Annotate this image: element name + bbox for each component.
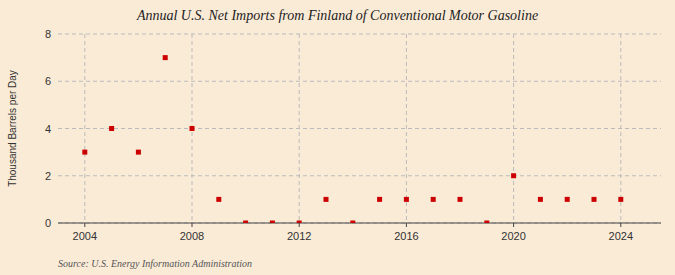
point [109, 126, 114, 131]
y-tick-label: 8 [45, 28, 51, 40]
point [82, 150, 87, 155]
x-tick [620, 223, 621, 227]
x-grid-line [513, 34, 514, 223]
background [0, 0, 675, 275]
x-grid-line [620, 34, 621, 223]
y-grid-line [58, 175, 661, 176]
points [82, 55, 623, 223]
x-grid-line [84, 34, 85, 223]
x-axis-line [58, 223, 661, 224]
y-tick-label: 6 [45, 75, 51, 87]
y-grid-line [58, 128, 661, 129]
x-tick [84, 223, 85, 227]
point [350, 221, 355, 224]
y-grid-line [58, 81, 661, 82]
x-tick-label: 2020 [501, 230, 525, 242]
point [324, 197, 329, 202]
point [136, 150, 141, 155]
x-tick [192, 223, 193, 227]
chart: Annual U.S. Net Imports from Finland of … [0, 0, 675, 275]
x-tick-label: 2016 [394, 230, 418, 242]
x-grid-line [406, 34, 407, 223]
y-axis-label: Thousand Barrels per Day [7, 70, 18, 187]
point [538, 197, 543, 202]
x-tick-label: 2004 [73, 230, 97, 242]
point [243, 221, 248, 224]
point [484, 221, 489, 224]
y-tick-label: 0 [45, 217, 51, 229]
point [163, 55, 168, 60]
x-tick [299, 223, 300, 227]
y-tick-label: 2 [45, 170, 51, 182]
point [592, 197, 597, 202]
point [190, 126, 195, 131]
x-tick [406, 223, 407, 227]
title: Annual U.S. Net Imports from Finland of … [136, 8, 538, 23]
point [270, 221, 275, 224]
source-note: Source: U.S. Energy Information Administ… [58, 258, 252, 269]
point [431, 197, 436, 202]
y-tick-label: 4 [45, 123, 51, 135]
point [404, 197, 409, 202]
x-tick-label: 2008 [180, 230, 204, 242]
point [297, 221, 302, 224]
grid [58, 34, 661, 223]
point [377, 197, 382, 202]
y-grid-line [58, 34, 661, 35]
x-tick [513, 223, 514, 227]
x-grid-line [299, 34, 300, 223]
point [216, 197, 221, 202]
y-grid-line [58, 223, 661, 224]
point [511, 173, 516, 178]
point [458, 197, 463, 202]
point [618, 197, 623, 202]
point [565, 197, 570, 202]
x-tick-label: 2024 [609, 230, 633, 242]
x-tick-label: 2012 [287, 230, 311, 242]
